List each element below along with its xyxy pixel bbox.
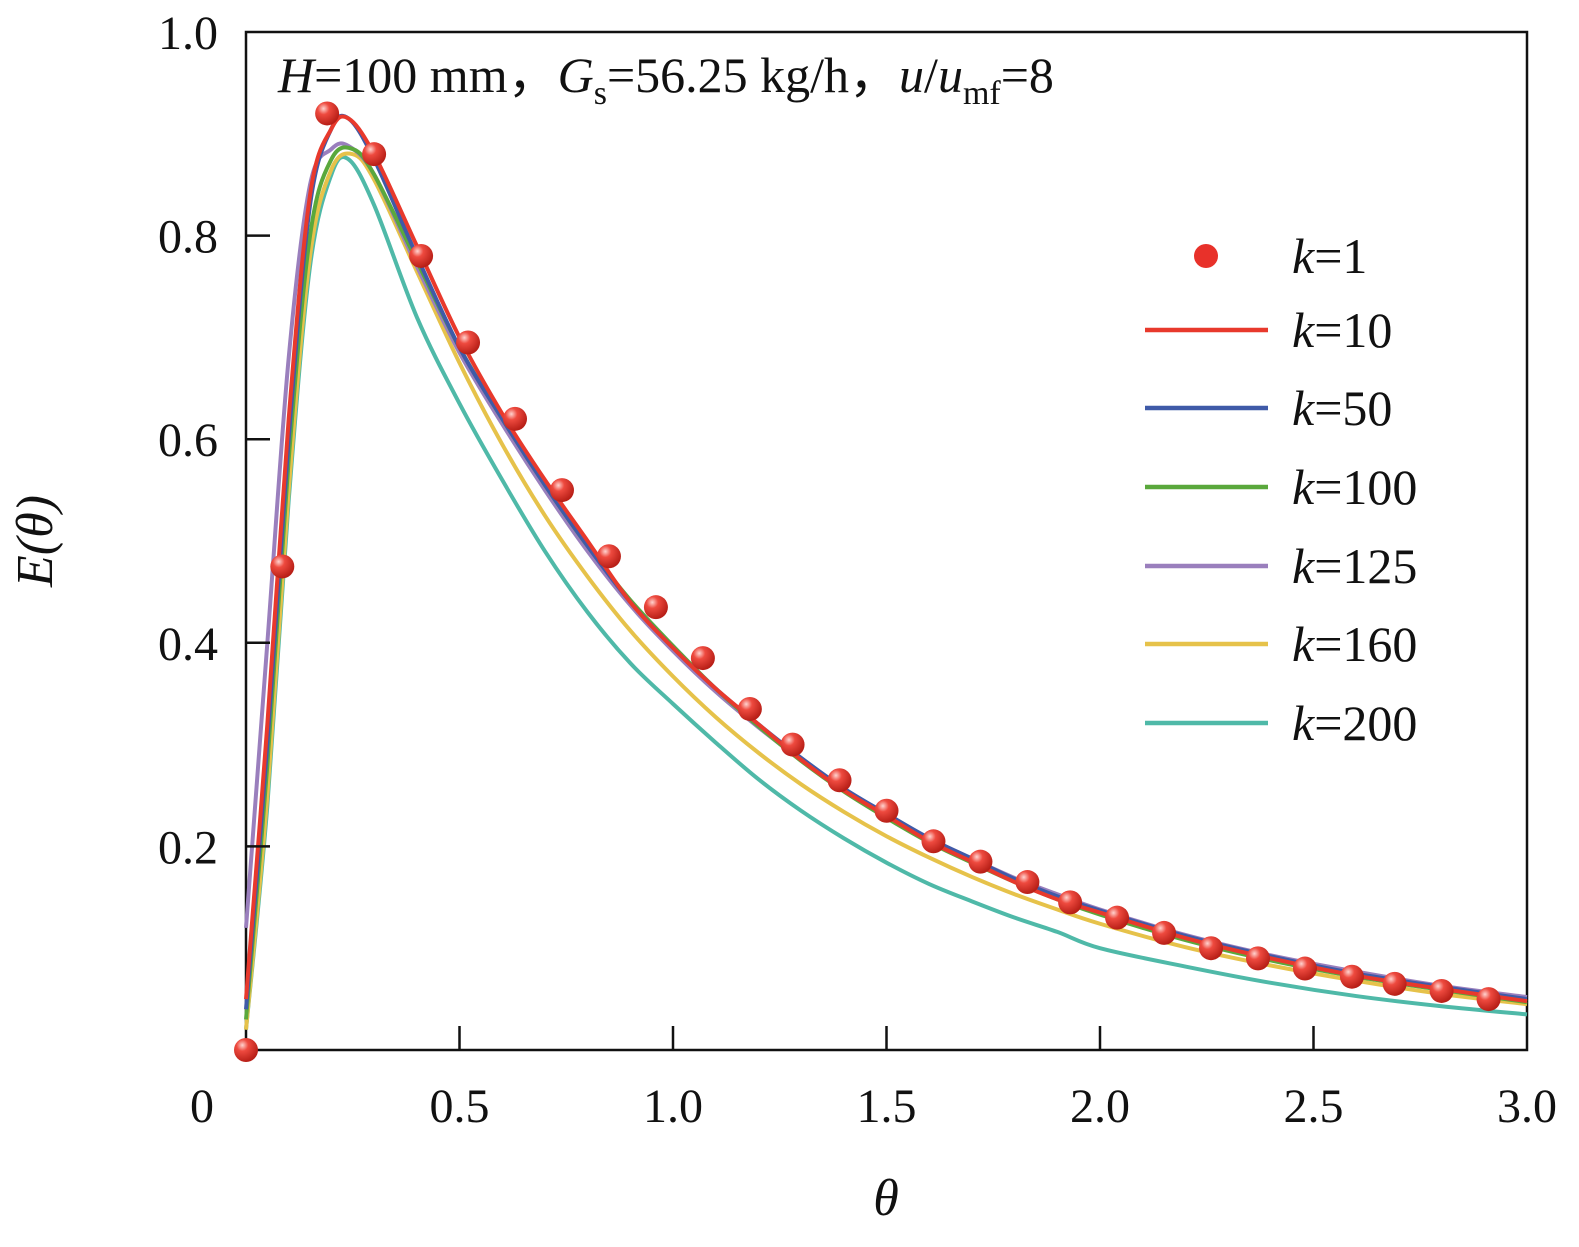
data-point xyxy=(968,849,993,874)
data-point xyxy=(921,829,946,854)
data-point xyxy=(643,595,668,620)
y-tick-label: 0.6 xyxy=(158,414,218,467)
data-point xyxy=(1292,956,1317,981)
legend: k=1 k=10 k=50 k=100 k=125 k=160 k=200 xyxy=(1145,228,1417,751)
data-point xyxy=(1339,964,1364,989)
legend-label: k=160 xyxy=(1292,616,1417,672)
y-tick-label: 0.2 xyxy=(158,821,218,874)
x-tick-label: 1.0 xyxy=(643,1080,703,1133)
series-lines xyxy=(244,113,1528,1030)
series-markers xyxy=(234,101,1501,1062)
annotation: H=100 mm，Gs=56.25 kg/h，u/umf=8 xyxy=(277,47,1054,112)
data-point xyxy=(1105,905,1130,930)
data-point xyxy=(827,768,852,793)
x-tick-label: 3.0 xyxy=(1497,1080,1557,1133)
data-point xyxy=(362,142,387,167)
data-point xyxy=(234,1038,258,1062)
x-tick-label: 2.5 xyxy=(1284,1080,1344,1133)
data-point xyxy=(1152,920,1177,945)
y-tick-label: 1.0 xyxy=(158,7,218,60)
data-point xyxy=(549,478,574,503)
data-point xyxy=(456,330,481,355)
data-point xyxy=(874,798,899,823)
data-point xyxy=(1199,936,1224,961)
legend-marker xyxy=(1194,244,1218,268)
data-point xyxy=(1429,978,1454,1003)
y-axis-title: E(θ) xyxy=(7,495,64,588)
data-point xyxy=(315,101,340,126)
legend-label: k=100 xyxy=(1292,459,1417,515)
x-axis-title: θ xyxy=(873,1170,899,1227)
y-tick-label: 0.4 xyxy=(158,618,218,671)
data-point xyxy=(409,243,434,268)
x-tick-label: 1.5 xyxy=(857,1080,917,1133)
data-point xyxy=(503,406,528,431)
legend-label: k=50 xyxy=(1292,380,1392,436)
x-tick-label: 0.5 xyxy=(430,1080,490,1133)
legend-label: k=125 xyxy=(1292,538,1417,594)
data-point xyxy=(690,646,715,671)
data-point xyxy=(780,732,805,757)
y-tick-label: 0.8 xyxy=(158,211,218,264)
axis-ticks: 0 0.5 1.0 1.5 2.0 2.5 3.0 0.2 0.4 0.6 0.8 1.0 xyxy=(158,7,1557,1133)
x-tick-label: 0 xyxy=(190,1080,214,1133)
series-line-k-160 xyxy=(244,151,1528,1030)
data-point xyxy=(1058,890,1083,915)
series-line-k-10 xyxy=(244,114,1528,1004)
legend-label: k=1 xyxy=(1292,228,1367,284)
data-point xyxy=(1476,987,1501,1012)
data-point xyxy=(737,696,762,721)
data-point xyxy=(1382,971,1407,996)
data-point xyxy=(596,544,621,569)
legend-label: k=200 xyxy=(1292,695,1417,751)
data-point xyxy=(1015,870,1040,895)
legend-label: k=10 xyxy=(1292,302,1392,358)
data-point xyxy=(1245,946,1270,971)
data-point xyxy=(270,554,295,579)
x-tick-label: 2.0 xyxy=(1070,1080,1130,1133)
